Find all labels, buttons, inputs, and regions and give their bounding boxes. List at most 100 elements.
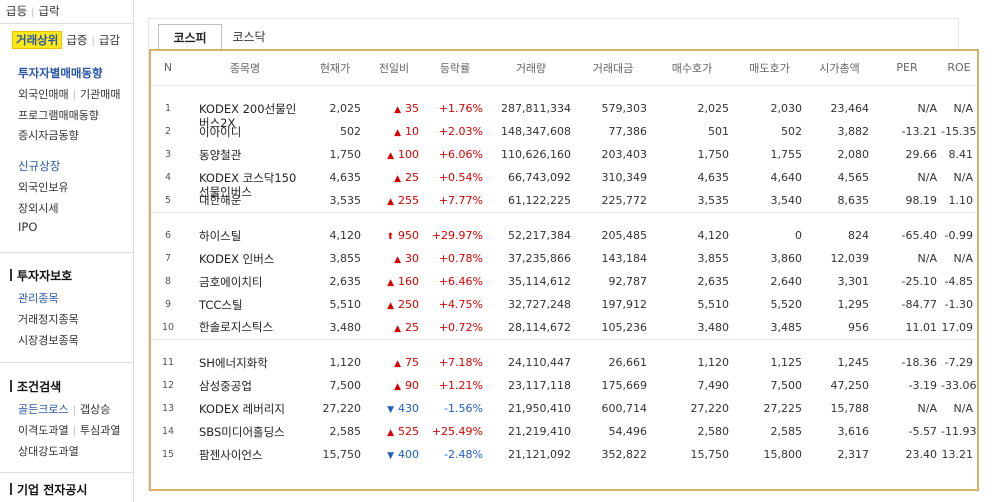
- sidebar-link-golden-cross[interactable]: 골든크로스: [18, 403, 69, 416]
- up-arrow-icon: ▲: [387, 151, 394, 161]
- tab-kospi[interactable]: 코스피: [158, 24, 222, 50]
- up-arrow-icon: ▲: [387, 428, 394, 438]
- stock-name-link[interactable]: SH에너지화학: [185, 351, 305, 374]
- change: ▲ 75: [365, 351, 423, 374]
- sidebar-link-foreign-trade[interactable]: 외국인매매: [18, 88, 69, 101]
- sidebar-link-suspended-stocks[interactable]: 거래정지종목: [18, 313, 79, 326]
- sidebar-link-program-trade[interactable]: 프로그램매매동향: [18, 109, 99, 122]
- bid-price: 2,025: [697, 102, 730, 115]
- sidebar-link-disparity-overheat[interactable]: 이격도과열: [18, 424, 69, 437]
- tab-kosdaq[interactable]: 코스닥: [232, 30, 266, 44]
- change-rate-value: +29.97%: [431, 229, 483, 242]
- trade-amount: 54,496: [608, 425, 648, 438]
- group-spacer: [151, 85, 977, 97]
- change-rate: +1.21%: [423, 374, 487, 397]
- change-rate-value: +1.21%: [438, 379, 483, 392]
- ask-price: 7,500: [770, 379, 803, 392]
- trade-amount: 600,714: [601, 402, 648, 415]
- market-cap: 3,301: [837, 275, 870, 288]
- section-header-condition-search: 조건검색: [17, 380, 62, 394]
- stock-name-link[interactable]: KODEX 코스닥150 선물인버스: [185, 166, 305, 199]
- volume: 52,217,384: [508, 229, 571, 242]
- stock-name[interactable]: KODEX 코스닥150 선물인버스: [199, 170, 305, 199]
- change-rate: +7.18%: [423, 351, 487, 374]
- stock-name-line: 이아이디: [199, 124, 242, 139]
- change-value: 10: [405, 125, 419, 138]
- row-number: 15: [161, 449, 175, 460]
- sidebar-link-gap-up[interactable]: 갭상승: [79, 403, 111, 416]
- stock-name[interactable]: 이아이디: [199, 124, 305, 140]
- stock-name-link[interactable]: KODEX 레버리지: [185, 397, 305, 420]
- section-header-investor-protection: 투자자보호: [17, 269, 73, 283]
- stock-name[interactable]: 팜젠사이언스: [199, 447, 305, 463]
- change-value: 100: [398, 148, 419, 161]
- stock-name[interactable]: SH에너지화학: [199, 355, 305, 371]
- sidebar-link-institution-trade[interactable]: 기관매매: [79, 88, 121, 101]
- trade-amount: 579,303: [601, 102, 648, 115]
- change-rate: +25.49%: [423, 420, 487, 443]
- stock-name[interactable]: TCC스틸: [199, 297, 305, 313]
- sidebar-link-rise[interactable]: 급등: [6, 4, 28, 18]
- sidebar: 급등 | 급락 거래상위 급증 | 급감 투자자별매매동향 외국인매매 | 기관매매 프로그램…: [0, 0, 134, 502]
- stock-name[interactable]: 한솔로지스틱스: [199, 319, 305, 335]
- up-arrow-icon: ▲: [387, 278, 394, 288]
- stock-name-link[interactable]: TCC스틸: [185, 293, 305, 316]
- stock-name-link[interactable]: SBS미디어홀딩스: [185, 420, 305, 443]
- bid-price: 1,750: [697, 148, 730, 161]
- sidebar-link-rsi-overheat[interactable]: 상대강도과열: [18, 445, 79, 458]
- stock-name-link[interactable]: 대한해운: [185, 189, 305, 212]
- market-cap: 1,245: [837, 356, 870, 369]
- change-rate-value: -2.48%: [444, 448, 483, 461]
- stock-name[interactable]: KODEX 인버스: [199, 251, 305, 267]
- stock-name[interactable]: 대한해운: [199, 192, 305, 208]
- stock-name-line2: 버스2X: [199, 115, 236, 130]
- sidebar-link-market-alert-stocks[interactable]: 시장경보종목: [18, 334, 79, 347]
- ask-price: 3,860: [770, 252, 803, 265]
- stock-name[interactable]: KODEX 200선물인 버스2X: [199, 101, 305, 130]
- sidebar-link-fall[interactable]: 급락: [38, 4, 60, 18]
- sidebar-link-sentiment-overheat[interactable]: 투심과열: [79, 424, 121, 437]
- separator: |: [72, 90, 76, 101]
- stock-name-link[interactable]: 팜젠사이언스: [185, 443, 305, 466]
- stock-name-link[interactable]: 삼성중공업: [185, 374, 305, 397]
- row-number: 8: [164, 276, 172, 287]
- table-row: 10 한솔로지스틱스 3,480 ▲ 25 +0.72% 28,114,672 105,236…: [151, 316, 977, 339]
- stock-name-line: KODEX 레버리지: [199, 401, 285, 416]
- sidebar-link-foreign-holdings[interactable]: 외국인보유: [18, 181, 69, 194]
- sidebar-link-new-listing[interactable]: 신규상장: [18, 159, 61, 173]
- stock-name[interactable]: 하이스틸: [199, 228, 305, 244]
- stock-name-link[interactable]: 하이스틸: [185, 224, 305, 247]
- sidebar-link-investor-trend[interactable]: 투자자별매매동향: [18, 66, 103, 80]
- stock-name-link[interactable]: 금호에이치티: [185, 270, 305, 293]
- stock-name-link[interactable]: KODEX 200선물인 버스2X: [185, 97, 305, 130]
- sidebar-link-market-funds[interactable]: 증시자금동향: [18, 129, 79, 142]
- sidebar-link-otc-price[interactable]: 장외시세: [18, 202, 59, 215]
- per: -84.77: [901, 298, 937, 311]
- down-arrow-icon: ▼: [387, 405, 394, 415]
- sidebar-link-managed-stocks[interactable]: 관리종목: [18, 292, 59, 305]
- roe: -1.30: [944, 298, 973, 311]
- volume: 21,121,092: [508, 448, 571, 461]
- stock-name[interactable]: 동양철관: [199, 147, 305, 163]
- change: ▲ 30: [365, 247, 423, 270]
- stock-name[interactable]: KODEX 레버리지: [199, 401, 305, 417]
- section-header-disclosure[interactable]: 기업 전자공시: [17, 483, 88, 497]
- per: N/A: [917, 252, 937, 265]
- stock-name-link[interactable]: 동양철관: [185, 143, 305, 166]
- stock-name-link[interactable]: 한솔로지스틱스: [185, 316, 305, 339]
- stock-name[interactable]: 금호에이치티: [199, 274, 305, 290]
- stock-name[interactable]: SBS미디어홀딩스: [199, 424, 305, 440]
- sidebar-link-surge[interactable]: 급증: [66, 33, 88, 47]
- sidebar-link-ipo[interactable]: IPO: [18, 220, 38, 234]
- table-row: 2 이아이디 502 ▲ 10 +2.03% 148,347,608 77,386 501 502…: [151, 120, 977, 143]
- stock-name[interactable]: 삼성중공업: [199, 378, 305, 394]
- stock-name-link[interactable]: KODEX 인버스: [185, 247, 305, 270]
- sidebar-link-volume-top[interactable]: 거래상위: [12, 31, 63, 49]
- stock-name-link[interactable]: 이아이디: [185, 120, 305, 143]
- market-cap: 15,788: [830, 402, 870, 415]
- current-price: 4,635: [329, 171, 362, 184]
- roe: -7.29: [944, 356, 973, 369]
- change-rate: +4.75%: [423, 293, 487, 316]
- stock-name-line: 대한해운: [199, 193, 242, 208]
- sidebar-link-plunge[interactable]: 급감: [98, 33, 121, 47]
